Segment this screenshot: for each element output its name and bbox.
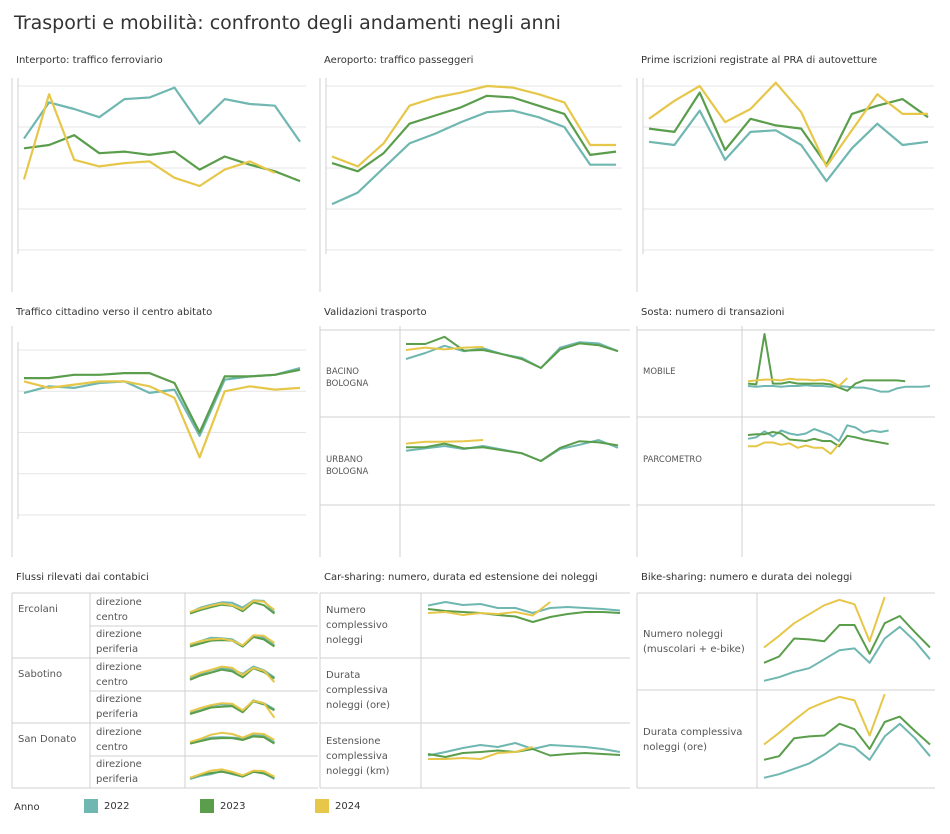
- legend-item-2024[interactable]: 2024: [315, 799, 360, 813]
- facet-label-estensione-noleggi: Estensione complessiva noleggi (km): [326, 736, 390, 777]
- bikesharing-facet0-series-2024-line: [763, 596, 886, 649]
- flussi-facet1-series-2024-line: [189, 634, 275, 647]
- legend-swatch-2022: [84, 799, 98, 813]
- legend-label-2024: 2024: [335, 800, 361, 812]
- legend-swatch-2023: [200, 799, 214, 813]
- carsharing-facet0-series-2022-line: [427, 601, 621, 614]
- flussi-facet2-series-2023-line: [189, 667, 275, 681]
- legend-title: Anno: [14, 802, 40, 813]
- sosta-facet1-series-2024-line: [748, 441, 840, 455]
- direction-label-sandonato-periferia: direzione periferia: [96, 759, 142, 785]
- carsharing-facet0-series-2024-line: [427, 601, 551, 617]
- sosta-facet0-series-2023-line: [747, 333, 906, 392]
- legend-label-2023: 2023: [220, 800, 246, 812]
- panel-title-prime-iscrizioni: Prime iscrizioni registrate al PRA di au…: [641, 55, 878, 66]
- validazioni-facet0-series-2022-line: [405, 341, 619, 369]
- panel-title-flussi: Flussi rilevati dai contabici: [16, 572, 149, 583]
- sosta-facet1-series-2023-line: [747, 431, 889, 448]
- validazioni-facet0-series-2024-line: [405, 346, 484, 351]
- facet-label-mobile: MOBILE: [643, 367, 676, 377]
- flussi-facet2-series-2024-line: [189, 665, 276, 683]
- validazioni-facet1-series-2024-line: [405, 439, 484, 445]
- validazioni-facet1-series-2022-line: [405, 439, 619, 462]
- group-label-sabotino: Sabotino: [18, 669, 63, 680]
- panel-title-bikesharing: Bike-sharing: numero e durata dei nolegg…: [641, 572, 853, 583]
- group-label-ercolani: Ercolani: [18, 604, 58, 615]
- legend-label-2022: 2022: [104, 800, 130, 812]
- panel-title-interporto: Interporto: traffico ferroviario: [16, 55, 163, 66]
- group-label-san-donato: San Donato: [18, 734, 77, 745]
- aeroporto-series-2024-line: [331, 84, 616, 168]
- facet-label-durata-noleggi: Durata complessiva noleggi (ore): [326, 670, 391, 711]
- facet-label-numero-noleggi: Numero complessivo noleggi: [326, 605, 388, 646]
- facet-label-urbano-bologna: URBANO BOLOGNA: [326, 455, 369, 477]
- direction-label-ercolani-centro: direzione centro: [96, 597, 142, 623]
- panel-title-traffico: Traffico cittadino verso il centro abita…: [16, 307, 213, 318]
- interporto-series-2022-line: [23, 86, 301, 143]
- traffico-series-2023-line: [24, 368, 301, 434]
- bikesharing-facet0-series-2023-line: [763, 615, 931, 664]
- panel-title-aeroporto: Aeroporto: traffico passeggeri: [324, 55, 474, 66]
- facet-label-durata-bike: Durata complessiva noleggi (ore): [643, 727, 743, 753]
- panel-title-validazioni: Validazioni trasporto: [324, 307, 427, 318]
- interporto-series-2023-line: [23, 134, 301, 183]
- flussi-facet5-series-2023-line: [189, 770, 275, 779]
- traffico-series-2024-line: [23, 380, 301, 459]
- legend-item-2023[interactable]: 2023: [200, 799, 245, 813]
- page-title: Trasporti e mobilità: confronto degli an…: [14, 12, 561, 34]
- carsharing-facet0-series-2023-line: [427, 608, 621, 623]
- flussi-facet0-series-2024-line: [189, 599, 276, 613]
- interporto-series-2024-line: [22, 93, 276, 188]
- direction-label-ercolani-periferia: direzione periferia: [96, 629, 142, 655]
- flussi-facet4-series-2024-line: [189, 731, 275, 743]
- facet-label-parcometro: PARCOMETRO: [643, 455, 702, 465]
- validazioni-facet1-series-2023-line: [406, 440, 619, 462]
- bikesharing-facet1-series-2022-line: [763, 722, 931, 779]
- prime-iscrizioni-series-2024-line: [648, 81, 928, 168]
- sosta-facet1-series-2022-line: [747, 424, 889, 442]
- flussi-facet3-series-2024-line: [189, 699, 276, 719]
- direction-label-sabotino-periferia: direzione periferia: [96, 694, 142, 720]
- bikesharing-facet1-series-2023-line: [763, 715, 931, 761]
- legend-item-2022[interactable]: 2022: [84, 799, 129, 813]
- direction-label-sandonato-centro: direzione centro: [96, 727, 142, 753]
- aeroporto-series-2022-line: [331, 109, 616, 206]
- facet-label-numero-bike: Numero noleggi (muscolari + e-bike): [643, 629, 745, 655]
- flussi-facet4-series-2023-line: [189, 735, 275, 745]
- carsharing-facet2-series-2022-line: [427, 742, 621, 757]
- direction-label-sabotino-centro: direzione centro: [96, 662, 142, 688]
- validazioni-facet0-series-2023-line: [406, 335, 619, 369]
- bikesharing-facet0-series-2022-line: [763, 625, 931, 682]
- aeroporto-series-2023-line: [331, 94, 617, 173]
- sosta-facet0-series-2024-line: [747, 377, 848, 387]
- panel-title-sosta: Sosta: numero di transazioni: [641, 307, 785, 318]
- facet-label-bacino-bologna: BACINO BOLOGNA: [326, 367, 369, 389]
- panel-title-carsharing: Car-sharing: numero, durata ed estension…: [324, 572, 598, 583]
- bikesharing-facet1-series-2024-line: [763, 693, 886, 746]
- flussi-facet5-series-2024-line: [189, 768, 275, 779]
- prime-iscrizioni-series-2022-line: [648, 109, 929, 183]
- legend-swatch-2024: [315, 799, 329, 813]
- prime-iscrizioni-series-2023-line: [648, 91, 929, 166]
- carsharing-facet2-series-2024-line: [428, 746, 533, 760]
